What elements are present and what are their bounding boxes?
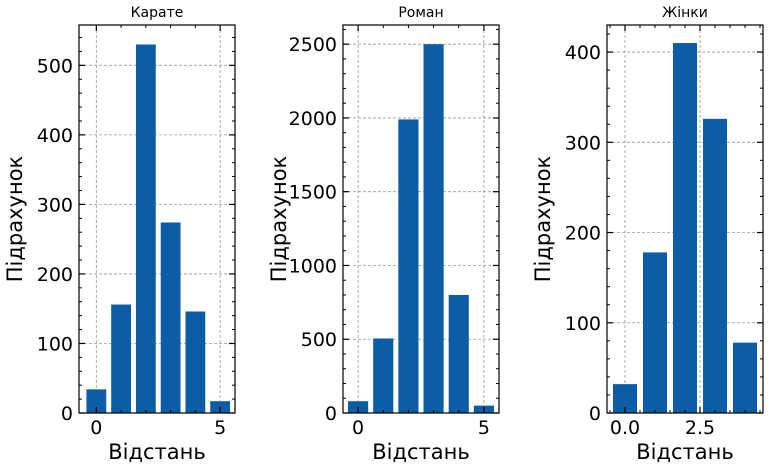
bar [373, 338, 394, 413]
bar [135, 44, 156, 413]
y-tick-label: 400 [565, 42, 601, 64]
x-axis-label: Відстань [636, 440, 734, 464]
y-tick-label: 0 [589, 403, 601, 425]
x-tick-label: 0.0 [610, 417, 640, 439]
y-axis-label: Підрахунок [3, 156, 27, 282]
bar [86, 389, 107, 413]
y-tick-label: 0 [61, 403, 73, 425]
x-tick-label: 2.5 [685, 417, 715, 439]
x-tick-label: 0 [90, 417, 102, 439]
y-tick-label: 200 [37, 264, 73, 286]
bar [733, 342, 757, 413]
chart-panel-3: 0 100 200 300 400 0.0 2.5 Жінки Відстань Підрахун… [531, 5, 764, 464]
chart-panel-2: 0 500 1000 1500 2000 2500 0 5 Роман Відстань Підра… [267, 5, 500, 464]
y-tick-label: 400 [37, 125, 73, 147]
y-tick-label: 200 [565, 223, 601, 245]
y-tick-label: 300 [37, 194, 73, 216]
x-axis-label: Відстань [108, 440, 206, 464]
y-tick-label: 2500 [289, 34, 337, 56]
x-axis-label: Відстань [372, 440, 470, 464]
y-axis-label: Підрахунок [267, 156, 291, 282]
bar [160, 222, 181, 413]
bar [185, 311, 206, 413]
bar [703, 118, 727, 413]
x-tick-label: 5 [478, 417, 490, 439]
y-tick-label: 300 [565, 132, 601, 154]
y-tick-label: 1000 [289, 255, 337, 277]
x-tick-label: 0 [352, 417, 364, 439]
y-axis-label: Підрахунок [531, 156, 555, 282]
bar [423, 44, 444, 413]
y-tick-label: 1500 [289, 182, 337, 204]
chart-title: Жінки [662, 5, 708, 21]
y-tick-label: 0 [325, 403, 337, 425]
axes-frame [78, 24, 236, 414]
bar [398, 119, 419, 414]
chart-title: Роман [398, 5, 443, 21]
x-tick-label: 5 [214, 417, 226, 439]
axes-frame [342, 24, 500, 414]
chart-panel-1: 0 100 200 300 400 500 0 5 Карате Відстань Підрахун… [3, 5, 236, 464]
bar [643, 252, 667, 413]
bar [448, 294, 469, 413]
chart-title: Карате [131, 5, 184, 21]
y-tick-label: 2000 [289, 108, 337, 130]
bar [111, 304, 131, 413]
y-tick-label: 100 [37, 333, 73, 355]
y-tick-label: 100 [565, 313, 601, 335]
y-tick-label: 500 [301, 329, 337, 351]
bar [673, 43, 697, 414]
y-tick-label: 500 [37, 55, 73, 77]
